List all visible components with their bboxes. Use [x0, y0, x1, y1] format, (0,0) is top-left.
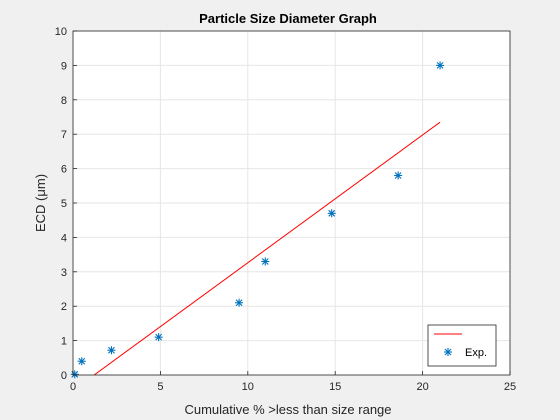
y-tick-label: 1: [61, 336, 67, 348]
data-point: [394, 171, 403, 180]
ticks: 0 5 10 15 20 25 0 1 2 3 4 5 6 7 8 9 10: [55, 26, 516, 393]
data-point: [436, 61, 445, 70]
y-tick-label: 0: [61, 370, 67, 382]
x-axis-label: Cumulative % >less than size range: [184, 402, 391, 417]
legend-marker-swatch: [444, 348, 452, 356]
y-tick-label: 3: [61, 267, 67, 279]
data-point: [107, 346, 116, 355]
x-tick-label: 10: [242, 381, 254, 393]
x-tick-label: 0: [70, 381, 76, 393]
data-point: [77, 357, 86, 366]
y-tick-label: 8: [61, 95, 67, 107]
data-point: [327, 209, 336, 218]
legend-label-exp: Exp.: [465, 347, 487, 359]
data-point: [235, 298, 244, 307]
legend: Exp.: [427, 324, 497, 367]
y-tick-label: 10: [55, 26, 67, 38]
data-point: [154, 333, 163, 342]
chart-title: Particle Size Diameter Graph: [199, 11, 377, 26]
y-tick-label: 6: [61, 164, 67, 176]
y-tick-label: 7: [61, 129, 67, 141]
legend-box: [427, 324, 497, 367]
y-tick-label: 9: [61, 60, 67, 72]
x-tick-label: 5: [157, 381, 163, 393]
x-tick-label: 25: [504, 381, 516, 393]
y-axis-label: ECD (μm): [33, 174, 48, 232]
data-point: [70, 370, 79, 379]
x-tick-label: 15: [329, 381, 341, 393]
y-tick-label: 4: [61, 232, 67, 244]
fit-line: [93, 121, 441, 375]
chart-marks: [70, 61, 445, 379]
y-tick-label: 2: [61, 301, 67, 313]
x-tick-label: 20: [416, 381, 428, 393]
y-tick-label: 5: [61, 198, 67, 210]
data-point: [261, 257, 270, 266]
